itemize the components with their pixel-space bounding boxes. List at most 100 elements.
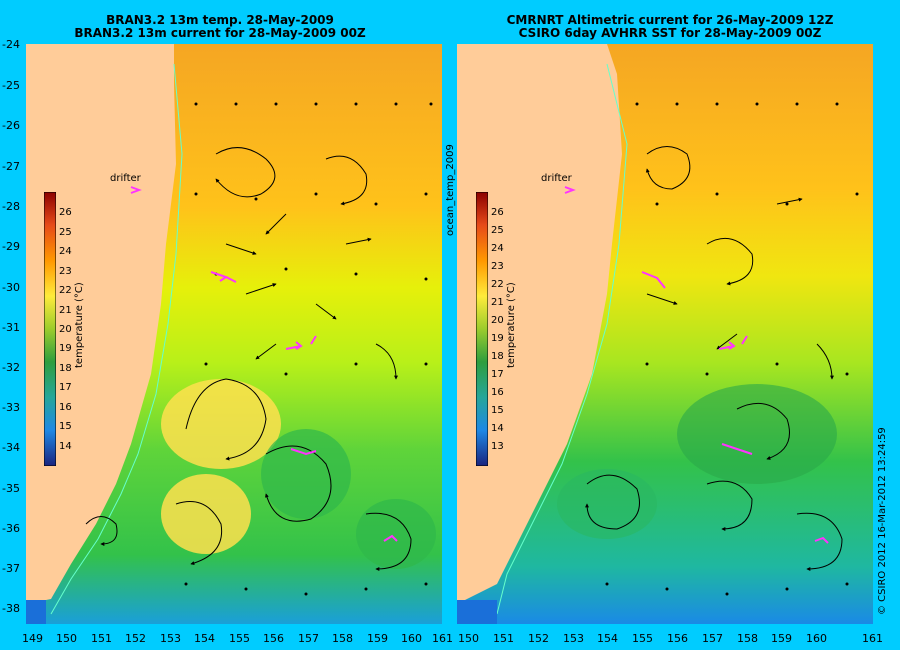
lon-tick: 161 <box>862 632 883 645</box>
lon-tick: 161 <box>432 632 453 645</box>
right-title-line2: CSIRO 6day AVHRR SST for 28-May-2009 00Z <box>518 26 822 40</box>
lon-tick: 151 <box>493 632 514 645</box>
lon-tick: 157 <box>298 632 319 645</box>
right-colorbar-label: temperature (°C) <box>506 282 517 368</box>
cbar-tick: 16 <box>491 387 504 398</box>
cbar-tick: 25 <box>491 225 504 236</box>
left-title-line1: BRAN3.2 13m temp. 28-May-2009 <box>106 13 334 27</box>
lon-tick: 160 <box>401 632 422 645</box>
lon-tick: 153 <box>563 632 584 645</box>
lat-tick: -25 <box>2 79 20 92</box>
cbar-tick: 20 <box>59 324 72 335</box>
warm-eddy <box>161 474 251 554</box>
left-colorbar-label: temperature (°C) <box>74 282 85 368</box>
cbar-tick: 20 <box>491 315 504 326</box>
lat-tick: -38 <box>2 602 20 615</box>
cbar-tick: 19 <box>59 343 72 354</box>
shelf-contour <box>50 63 183 615</box>
lon-tick: 156 <box>667 632 688 645</box>
lat-tick: -33 <box>2 401 20 414</box>
cbar-tick: 26 <box>59 207 72 218</box>
cbar-tick: 24 <box>59 246 72 257</box>
lon-tick: 154 <box>597 632 618 645</box>
cbar-tick: 22 <box>491 279 504 290</box>
current-vectors <box>585 146 843 571</box>
drifter-label-left: drifter <box>110 173 141 184</box>
drifter-tracks <box>130 186 398 542</box>
lon-tick: 149 <box>22 632 43 645</box>
cbar-tick: 25 <box>59 227 72 238</box>
lon-tick: 158 <box>332 632 353 645</box>
cbar-tick: 16 <box>59 402 72 413</box>
cold-eddy <box>557 469 657 539</box>
deep-water-patch <box>457 600 497 624</box>
drifter-tracks <box>564 186 829 544</box>
cbar-tick: 26 <box>491 207 504 218</box>
lat-tick: -34 <box>2 441 20 454</box>
cbar-tick: 23 <box>59 266 72 277</box>
cold-eddy <box>261 429 351 519</box>
left-panel-title: BRAN3.2 13m temp. 28-May-2009 BRAN3.2 13… <box>60 14 380 40</box>
lon-tick: 150 <box>56 632 77 645</box>
copyright-credit: © CSIRO 2012 16-Mar-2012 13:24:59 <box>877 427 888 615</box>
lat-tick: -30 <box>2 281 20 294</box>
cbar-tick: 21 <box>491 297 504 308</box>
lat-tick: -27 <box>2 160 20 173</box>
land-mass <box>26 44 176 604</box>
lon-tick: 152 <box>125 632 146 645</box>
lon-tick: 156 <box>263 632 284 645</box>
lon-tick: 159 <box>367 632 388 645</box>
lon-tick: 155 <box>229 632 250 645</box>
lat-tick: -36 <box>2 522 20 535</box>
cbar-tick: 15 <box>59 421 72 432</box>
lat-tick: -32 <box>2 361 20 374</box>
grid-vector-dots <box>605 102 859 596</box>
cbar-tick: 17 <box>59 382 72 393</box>
lon-tick: 154 <box>194 632 215 645</box>
lon-tick: 151 <box>91 632 112 645</box>
lat-tick: -26 <box>2 119 20 132</box>
cbar-tick: 14 <box>59 441 72 452</box>
left-map[interactable] <box>26 44 442 624</box>
cbar-tick: 21 <box>59 305 72 316</box>
lat-tick: -24 <box>2 38 20 51</box>
lon-tick: 157 <box>702 632 723 645</box>
cbar-tick: 13 <box>491 441 504 452</box>
land-mass <box>457 44 622 604</box>
lon-tick: 159 <box>771 632 792 645</box>
ocean-temp-label: ocean_temp_2009 <box>445 144 456 236</box>
shelf-contour <box>496 63 628 615</box>
lon-tick: 150 <box>458 632 479 645</box>
cbar-tick: 23 <box>491 261 504 272</box>
lat-tick: -29 <box>2 240 20 253</box>
drifter-label-right: drifter <box>541 173 572 184</box>
cbar-tick: 24 <box>491 243 504 254</box>
lon-tick: 160 <box>806 632 827 645</box>
deep-water-patch <box>26 600 46 624</box>
right-colorbar <box>476 192 488 466</box>
cbar-tick: 17 <box>491 369 504 380</box>
lat-tick: -37 <box>2 562 20 575</box>
lon-tick: 158 <box>737 632 758 645</box>
right-map[interactable] <box>457 44 873 624</box>
cbar-tick: 18 <box>59 363 72 374</box>
grid-vector-dots <box>184 102 433 596</box>
cbar-tick: 15 <box>491 405 504 416</box>
lon-tick: 152 <box>528 632 549 645</box>
lat-tick: -28 <box>2 200 20 213</box>
lat-tick: -31 <box>2 321 20 334</box>
lon-tick: 153 <box>160 632 181 645</box>
right-panel-title: CMRNRT Altimetric current for 26-May-200… <box>490 14 850 40</box>
warm-eddy <box>161 379 281 469</box>
left-colorbar <box>44 192 56 466</box>
lon-tick: 155 <box>632 632 653 645</box>
cold-eddy <box>677 384 837 484</box>
left-title-line2: BRAN3.2 13m current for 28-May-2009 00Z <box>74 26 366 40</box>
cold-eddy <box>356 499 436 569</box>
current-vectors <box>85 147 412 571</box>
cbar-tick: 18 <box>491 351 504 362</box>
right-title-line1: CMRNRT Altimetric current for 26-May-200… <box>506 13 834 27</box>
cbar-tick: 22 <box>59 285 72 296</box>
lat-tick: -35 <box>2 482 20 495</box>
cbar-tick: 19 <box>491 333 504 344</box>
